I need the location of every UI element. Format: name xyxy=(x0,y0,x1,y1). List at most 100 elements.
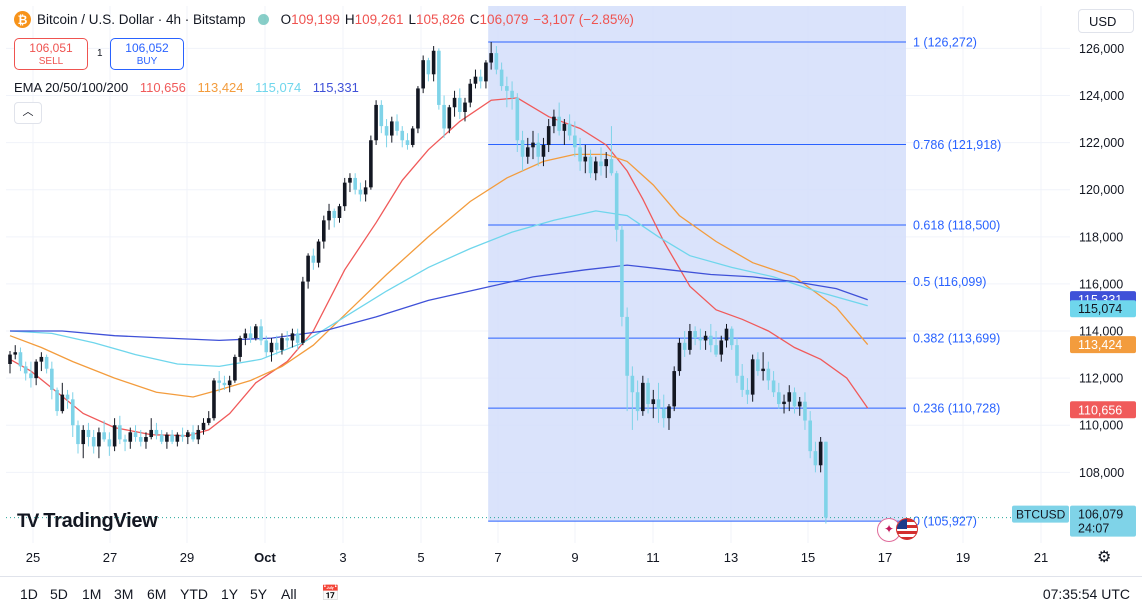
candle-body xyxy=(489,53,493,63)
candle-body xyxy=(274,342,279,350)
candle-body xyxy=(437,50,441,105)
fib-level-label: 0.382 (113,699) xyxy=(913,332,1000,346)
symbol-title[interactable]: Bitcoin / U.S. Dollar · 4h · Bitstamp xyxy=(37,12,246,27)
candle-body xyxy=(824,441,828,518)
candle-body xyxy=(301,281,305,343)
symbol-tag xyxy=(1012,505,1069,523)
candle-body xyxy=(473,76,478,84)
candle-body xyxy=(410,128,415,145)
tf-1d[interactable]: 1D xyxy=(20,586,38,602)
ema-price-tag-text: 115,074 xyxy=(1078,302,1122,316)
candle-body xyxy=(792,392,797,407)
tf-1y[interactable]: 1Y xyxy=(221,586,239,602)
candle-body xyxy=(384,126,389,136)
candle-body xyxy=(599,161,603,167)
candle-body xyxy=(138,437,143,442)
candle-body xyxy=(478,76,483,82)
candle-body xyxy=(515,97,520,141)
sell-price: 106,051 xyxy=(29,41,73,55)
candle-body xyxy=(227,380,232,386)
candle-body xyxy=(201,422,206,430)
price-change: −3,107 (−2.85%) xyxy=(533,12,634,27)
candle-body xyxy=(374,104,378,141)
tf-5y[interactable]: 5Y xyxy=(250,586,268,602)
candle-body xyxy=(60,394,65,412)
ema50-value: 113,424 xyxy=(197,80,244,95)
fib-level-label: 0.618 (118,500) xyxy=(913,219,1000,233)
candle-body xyxy=(578,147,582,162)
tf-1m[interactable]: 1M xyxy=(82,586,102,602)
candle-body xyxy=(149,429,154,438)
candle-body xyxy=(567,123,572,136)
sell-button[interactable]: 106,051 SELL xyxy=(14,38,88,70)
bitcoin-icon: ₿ xyxy=(14,11,31,28)
countdown-text: 24:07 xyxy=(1078,522,1109,536)
candle-body xyxy=(426,60,431,75)
last-price-tag xyxy=(1070,505,1136,537)
candle-body xyxy=(311,255,316,263)
candle-body xyxy=(531,142,535,148)
tf-3m[interactable]: 3M xyxy=(114,586,134,602)
tf-ytd[interactable]: YTD xyxy=(180,586,208,602)
candle-body xyxy=(180,434,185,438)
ohlc-low: 105,826 xyxy=(415,12,465,27)
candle-body xyxy=(358,189,363,195)
candle-body xyxy=(468,83,473,103)
time-tick-label: 9 xyxy=(571,550,578,565)
tradingview-logo[interactable]: TV TradingView xyxy=(17,510,158,533)
collapse-legend-button[interactable]: ︿ xyxy=(14,102,42,124)
candle-body xyxy=(191,432,195,440)
clock[interactable]: 07:35:54 UTC xyxy=(1042,586,1130,602)
tf-6m[interactable]: 6M xyxy=(147,586,167,602)
price-axis[interactable]: 108,000 110,000 112,000 114,000 116,000 118,0… xyxy=(1079,42,1124,480)
price-chart[interactable]: 1 (126,272) 0.786 (121,918) 0.618 (118,500… xyxy=(0,0,1142,576)
currency-label: USD xyxy=(1089,14,1117,29)
us-flag-icon[interactable] xyxy=(896,518,918,540)
time-tick-label: 13 xyxy=(724,550,738,565)
candle-body xyxy=(144,437,148,442)
candle-body xyxy=(118,425,122,440)
candle-body xyxy=(154,429,159,435)
tf-5d[interactable]: 5D xyxy=(50,586,68,602)
candle-body xyxy=(238,338,242,357)
candle-body xyxy=(745,389,750,395)
candle-body xyxy=(50,368,54,390)
candle-body xyxy=(499,69,504,87)
candle-body xyxy=(431,50,436,75)
candle-body xyxy=(212,380,216,419)
currency-select[interactable]: USD xyxy=(1078,9,1134,33)
candle-body xyxy=(248,333,253,339)
candle-body xyxy=(593,161,598,174)
candle-body xyxy=(348,177,352,183)
fib-retracement[interactable]: 1 (126,272) 0.786 (121,918) 0.618 (118,500… xyxy=(6,6,1070,529)
ema-line-ema50 xyxy=(9,153,869,398)
fib-level-label: 0 (105,927) xyxy=(913,515,977,529)
candle-body xyxy=(123,439,127,442)
candle-body xyxy=(457,97,462,112)
ema-price-tag xyxy=(1070,401,1136,419)
candle-body xyxy=(766,368,771,381)
symbol-tag-text: BTCUSD xyxy=(1016,508,1066,522)
candle-body xyxy=(818,441,823,466)
candle-body xyxy=(18,352,23,367)
candle-body xyxy=(128,432,133,442)
chevron-up-icon: ︿ xyxy=(22,106,34,118)
time-axis[interactable]: 25 27 29 Oct 3 5 7 9 11 13 15 17 19 21 xyxy=(26,550,1048,565)
go-to-date-calendar-icon[interactable]: 📅 xyxy=(321,585,340,602)
time-tick-label: 7 xyxy=(494,550,501,565)
time-tick-label: 27 xyxy=(103,550,117,565)
buy-button[interactable]: 106,052 BUY xyxy=(110,38,184,70)
ema-legend[interactable]: EMA 20/50/100/200 110,656 113,424 115,07… xyxy=(14,80,367,95)
candle-body xyxy=(269,342,274,353)
candle-body xyxy=(635,392,640,412)
time-tick-label: 15 xyxy=(801,550,815,565)
candle-body xyxy=(813,451,818,466)
candle-body xyxy=(133,432,138,438)
candle-body xyxy=(541,144,546,157)
candle-body xyxy=(55,389,59,412)
ema-line-ema100 xyxy=(9,210,868,368)
settings-gear-icon[interactable]: ⚙ xyxy=(1097,549,1112,566)
tf-all[interactable]: All xyxy=(281,586,297,602)
candle-body xyxy=(81,429,86,445)
candle-body xyxy=(112,425,117,447)
